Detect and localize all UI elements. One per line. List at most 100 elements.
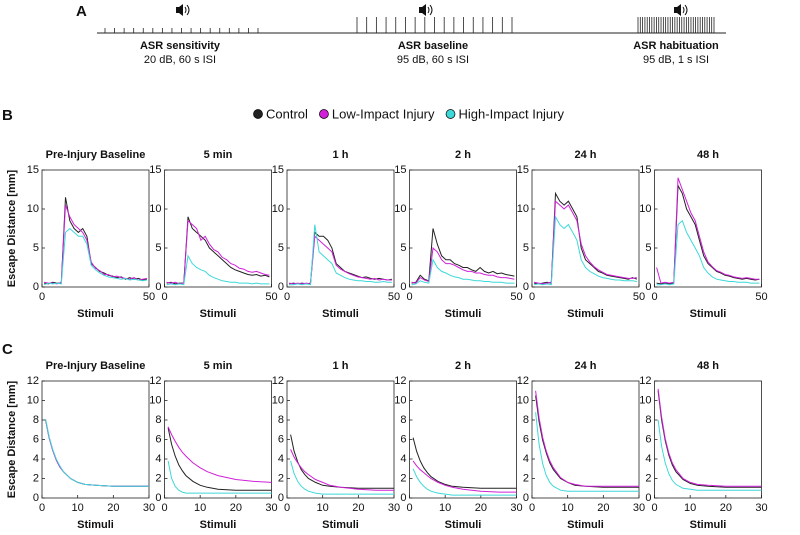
- y-tick-label: 8: [33, 414, 39, 426]
- x-tick-label: 10: [562, 502, 574, 514]
- plot-area: [654, 169, 762, 288]
- series-line: [289, 224, 392, 286]
- chart-title: 48 h: [697, 360, 719, 372]
- y-tick-label: 8: [278, 414, 284, 426]
- panel-label: B: [2, 107, 13, 124]
- x-tick-label: 20: [597, 502, 609, 514]
- y-tick-label: 2: [645, 472, 651, 484]
- x-tick-label: 20: [475, 502, 487, 514]
- x-axis-label: Stimuli: [445, 308, 482, 320]
- x-tick-label: 20: [720, 502, 732, 514]
- x-axis-label: Stimuli: [567, 519, 604, 531]
- y-tick-label: 10: [517, 394, 529, 406]
- y-tick-label: 4: [155, 453, 161, 465]
- x-tick-label: 30: [388, 502, 400, 514]
- chart-title: 2 h: [455, 149, 471, 161]
- x-tick-label: 0: [161, 502, 167, 514]
- y-tick-label: 6: [155, 433, 161, 445]
- y-tick-label: 10: [394, 203, 406, 215]
- x-axis-label: Stimuli: [200, 519, 237, 531]
- y-tick-label: 10: [27, 203, 39, 215]
- x-axis-label: Stimuli: [77, 308, 114, 320]
- y-tick-label: 0: [645, 281, 651, 293]
- series-line: [535, 395, 639, 488]
- y-tick-label: 10: [272, 394, 284, 406]
- y-tick-label: 6: [33, 433, 39, 445]
- x-axis-label: Stimuli: [77, 519, 114, 531]
- legend-marker: [253, 109, 263, 119]
- y-tick-label: 10: [639, 203, 651, 215]
- plot-area: [164, 380, 272, 499]
- y-tick-label: 4: [523, 453, 529, 465]
- y-tick-label: 10: [639, 394, 651, 406]
- y-tick-label: 5: [400, 242, 406, 254]
- x-axis-label: Stimuli: [200, 308, 237, 320]
- x-tick-label: 30: [755, 502, 767, 514]
- condition-detail: 95 dB, 1 s ISI: [643, 54, 709, 66]
- x-axis-label: Stimuli: [322, 308, 359, 320]
- x-tick-label: 30: [265, 502, 277, 514]
- y-tick-label: 5: [645, 242, 651, 254]
- plot-area: [164, 169, 272, 288]
- series-line: [412, 437, 517, 489]
- speaker-icon: [176, 4, 183, 16]
- plot-area: [409, 380, 517, 499]
- x-tick-label: 0: [651, 291, 657, 303]
- series-line: [657, 388, 762, 487]
- legend-label: Low-Impact Injury: [332, 106, 435, 121]
- chart-title: 24 h: [574, 360, 596, 372]
- speaker-icon: [419, 4, 426, 16]
- y-tick-label: 2: [155, 472, 161, 484]
- series-line: [290, 460, 394, 495]
- x-tick-label: 0: [651, 502, 657, 514]
- chart-title: Pre-Injury Baseline: [46, 149, 146, 161]
- x-tick-label: 0: [161, 291, 167, 303]
- y-tick-label: 2: [33, 472, 39, 484]
- series-line: [412, 468, 517, 496]
- series-line: [167, 460, 272, 494]
- condition-detail: 20 dB, 60 s ISI: [144, 54, 216, 66]
- y-tick-label: 12: [272, 375, 284, 387]
- condition-detail: 95 dB, 60 s ISI: [397, 54, 469, 66]
- y-tick-label: 5: [523, 242, 529, 254]
- x-tick-label: 20: [230, 502, 242, 514]
- series-line: [657, 419, 762, 491]
- y-tick-label: 10: [27, 394, 39, 406]
- series-line: [656, 219, 760, 286]
- y-tick-label: 8: [645, 414, 651, 426]
- plot-area: [286, 380, 395, 499]
- y-tick-label: 8: [523, 414, 529, 426]
- x-tick-label: 0: [529, 502, 535, 514]
- chart-title: 2 h: [455, 360, 471, 372]
- x-tick-label: 0: [529, 291, 535, 303]
- x-axis-label: Stimuli: [690, 519, 727, 531]
- plot-area: [531, 380, 640, 499]
- x-tick-label: 50: [755, 291, 767, 303]
- series-line: [167, 426, 272, 483]
- y-tick-label: 0: [155, 492, 161, 504]
- y-tick-label: 6: [400, 433, 406, 445]
- chart-title: 1 h: [333, 149, 349, 161]
- x-tick-label: 0: [406, 291, 412, 303]
- chart-title: Pre-Injury Baseline: [46, 360, 146, 372]
- x-tick-label: 10: [317, 502, 329, 514]
- y-axis-label: Escape Distance [mm]: [6, 169, 18, 287]
- x-tick-label: 50: [388, 291, 400, 303]
- series-line: [167, 427, 272, 491]
- series-line: [411, 258, 515, 286]
- x-tick-label: 0: [39, 502, 45, 514]
- x-tick-label: 0: [284, 291, 290, 303]
- y-tick-label: 0: [33, 281, 39, 293]
- series-line: [43, 227, 147, 286]
- y-tick-label: 2: [523, 472, 529, 484]
- plot-area: [531, 169, 640, 288]
- legend-label: High-Impact Injury: [459, 106, 565, 121]
- y-tick-label: 12: [394, 375, 406, 387]
- y-tick-label: 15: [639, 164, 651, 176]
- y-tick-label: 5: [155, 242, 161, 254]
- y-tick-label: 4: [400, 453, 406, 465]
- y-tick-label: 6: [523, 433, 529, 445]
- y-tick-label: 0: [33, 492, 39, 504]
- x-tick-label: 10: [72, 502, 84, 514]
- y-axis-label: Escape Distance [mm]: [6, 380, 18, 498]
